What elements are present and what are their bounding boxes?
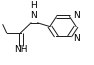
Text: NH: NH — [14, 45, 27, 54]
Text: N: N — [73, 34, 80, 43]
Text: N: N — [30, 11, 37, 20]
Text: N: N — [73, 11, 80, 20]
Text: H: H — [30, 1, 37, 10]
